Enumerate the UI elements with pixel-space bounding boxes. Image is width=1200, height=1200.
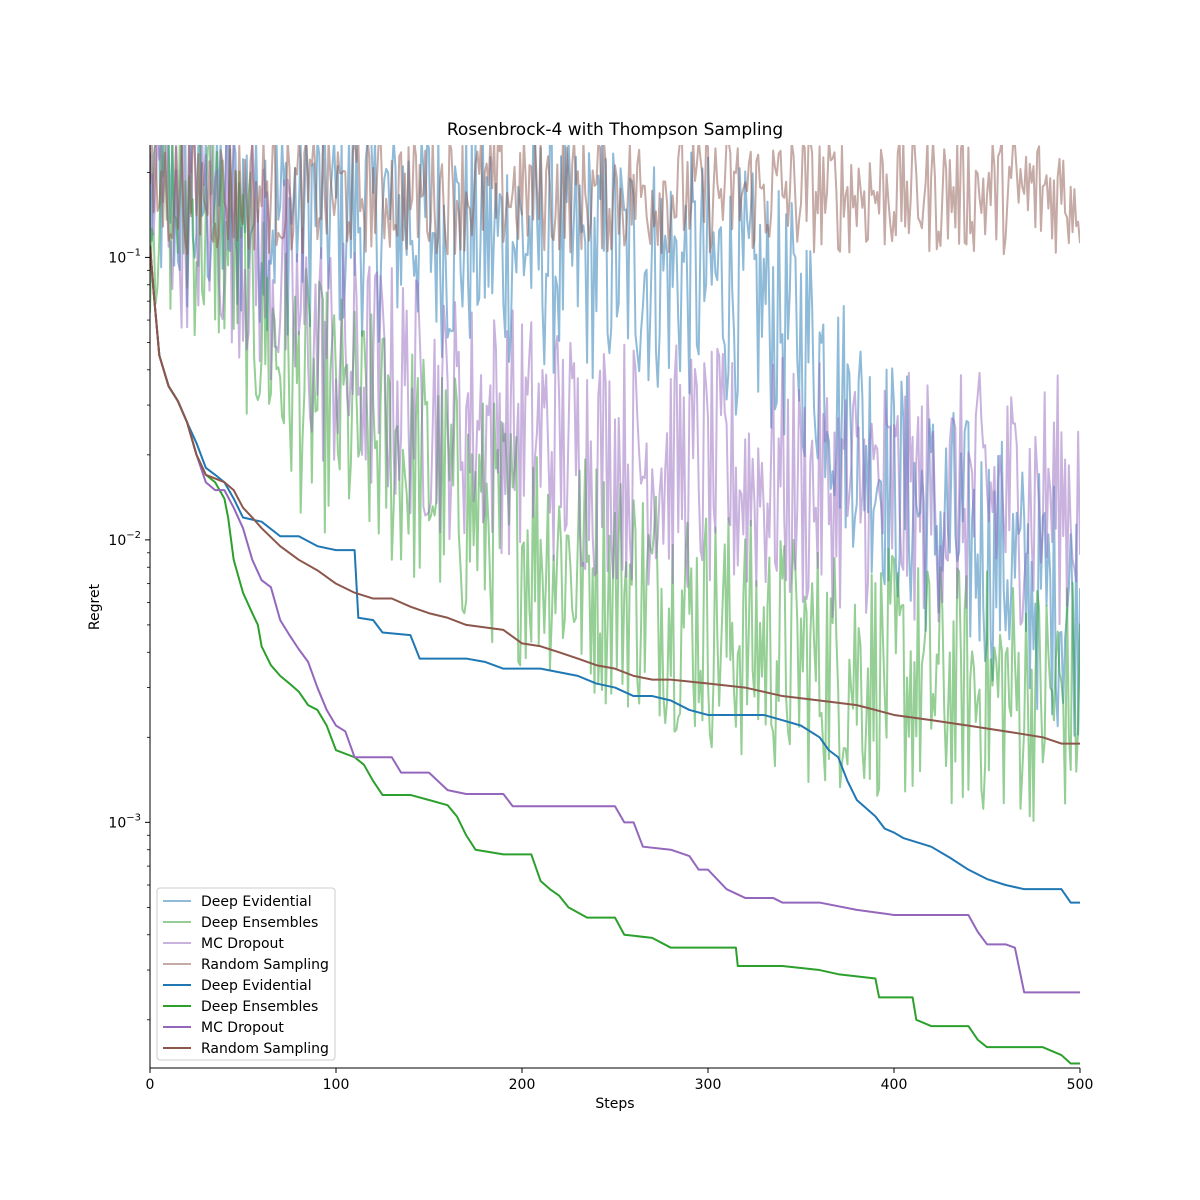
x-tick-label: 100 bbox=[323, 1077, 350, 1093]
legend-label: Random Sampling bbox=[201, 1041, 329, 1057]
legend-label: Deep Evidential bbox=[201, 894, 312, 910]
y-tick-label: 10−1 bbox=[108, 247, 141, 266]
legend-label: MC Dropout bbox=[201, 1020, 284, 1036]
y-tick-label: 10−2 bbox=[108, 530, 141, 549]
legend-label: Deep Ensembles bbox=[201, 915, 318, 931]
x-axis-label: Steps bbox=[595, 1096, 634, 1112]
series-line-best-mc-dropout bbox=[150, 245, 1080, 994]
series-line-best-deep-ensembles bbox=[150, 245, 1080, 1065]
x-tick-label: 200 bbox=[509, 1077, 536, 1093]
series-line-best-deep-evidential bbox=[150, 245, 1080, 904]
legend: Deep Evidential Deep Ensembles MC Dropout R… bbox=[156, 887, 336, 1061]
legend-label: Deep Ensembles bbox=[201, 999, 318, 1015]
series-line-raw-deep-ensembles bbox=[150, 145, 1080, 822]
x-tick-label: 0 bbox=[146, 1077, 155, 1093]
y-axis-label: Regret bbox=[87, 583, 103, 630]
plot-area bbox=[150, 145, 1080, 1065]
legend-label: Random Sampling bbox=[201, 957, 329, 973]
series-line-raw-random-sampling bbox=[150, 145, 1080, 256]
y-tick-label: 10−3 bbox=[108, 812, 141, 831]
series-line-best-random-sampling bbox=[150, 245, 1080, 745]
chart-title: Rosenbrock-4 with Thompson Sampling bbox=[447, 120, 783, 140]
series-line-raw-mc-dropout bbox=[150, 145, 1080, 626]
legend-label: Deep Evidential bbox=[201, 978, 312, 994]
x-tick-label: 500 bbox=[1067, 1077, 1094, 1093]
series-group bbox=[150, 145, 1080, 1065]
axes: 0 100 200 300 400 500 10−1 10−2 10−3 bbox=[108, 145, 1093, 1093]
legend-label: MC Dropout bbox=[201, 936, 284, 952]
x-tick-label: 300 bbox=[695, 1077, 722, 1093]
legend-box bbox=[156, 887, 336, 1061]
x-tick-label: 400 bbox=[881, 1077, 908, 1093]
